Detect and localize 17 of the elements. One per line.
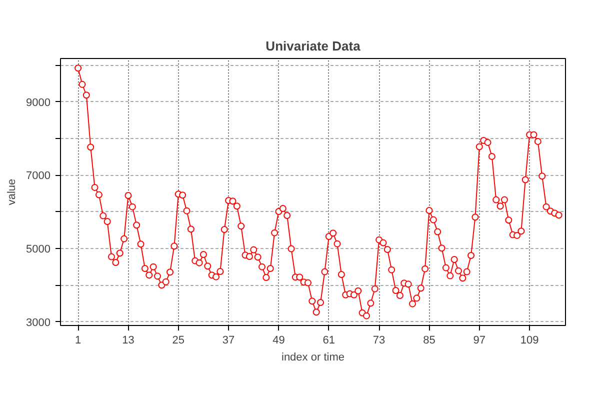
x-tick-label: 25 bbox=[172, 334, 185, 346]
x-tick-label: 73 bbox=[372, 334, 386, 346]
x-tick-label: 13 bbox=[122, 334, 134, 346]
y-tick-label: 5000 bbox=[26, 243, 51, 256]
x-axis-title: index or time bbox=[282, 352, 344, 364]
x-tick-label: 97 bbox=[473, 334, 486, 346]
y-tick-label: 3000 bbox=[26, 316, 51, 329]
x-tick-label: 61 bbox=[322, 334, 336, 346]
x-tick-label: 37 bbox=[222, 334, 235, 346]
x-tick-label: 85 bbox=[423, 334, 436, 346]
x-tick-label: 1 bbox=[75, 334, 82, 346]
x-tick-label: 49 bbox=[272, 334, 285, 346]
y-axis-title: value bbox=[6, 178, 18, 206]
x-tick-label: 109 bbox=[520, 334, 539, 346]
y-tick-label: 9000 bbox=[26, 96, 51, 109]
y-tick-label: 7000 bbox=[26, 170, 51, 182]
chart-title: Univariate Data bbox=[266, 38, 362, 54]
